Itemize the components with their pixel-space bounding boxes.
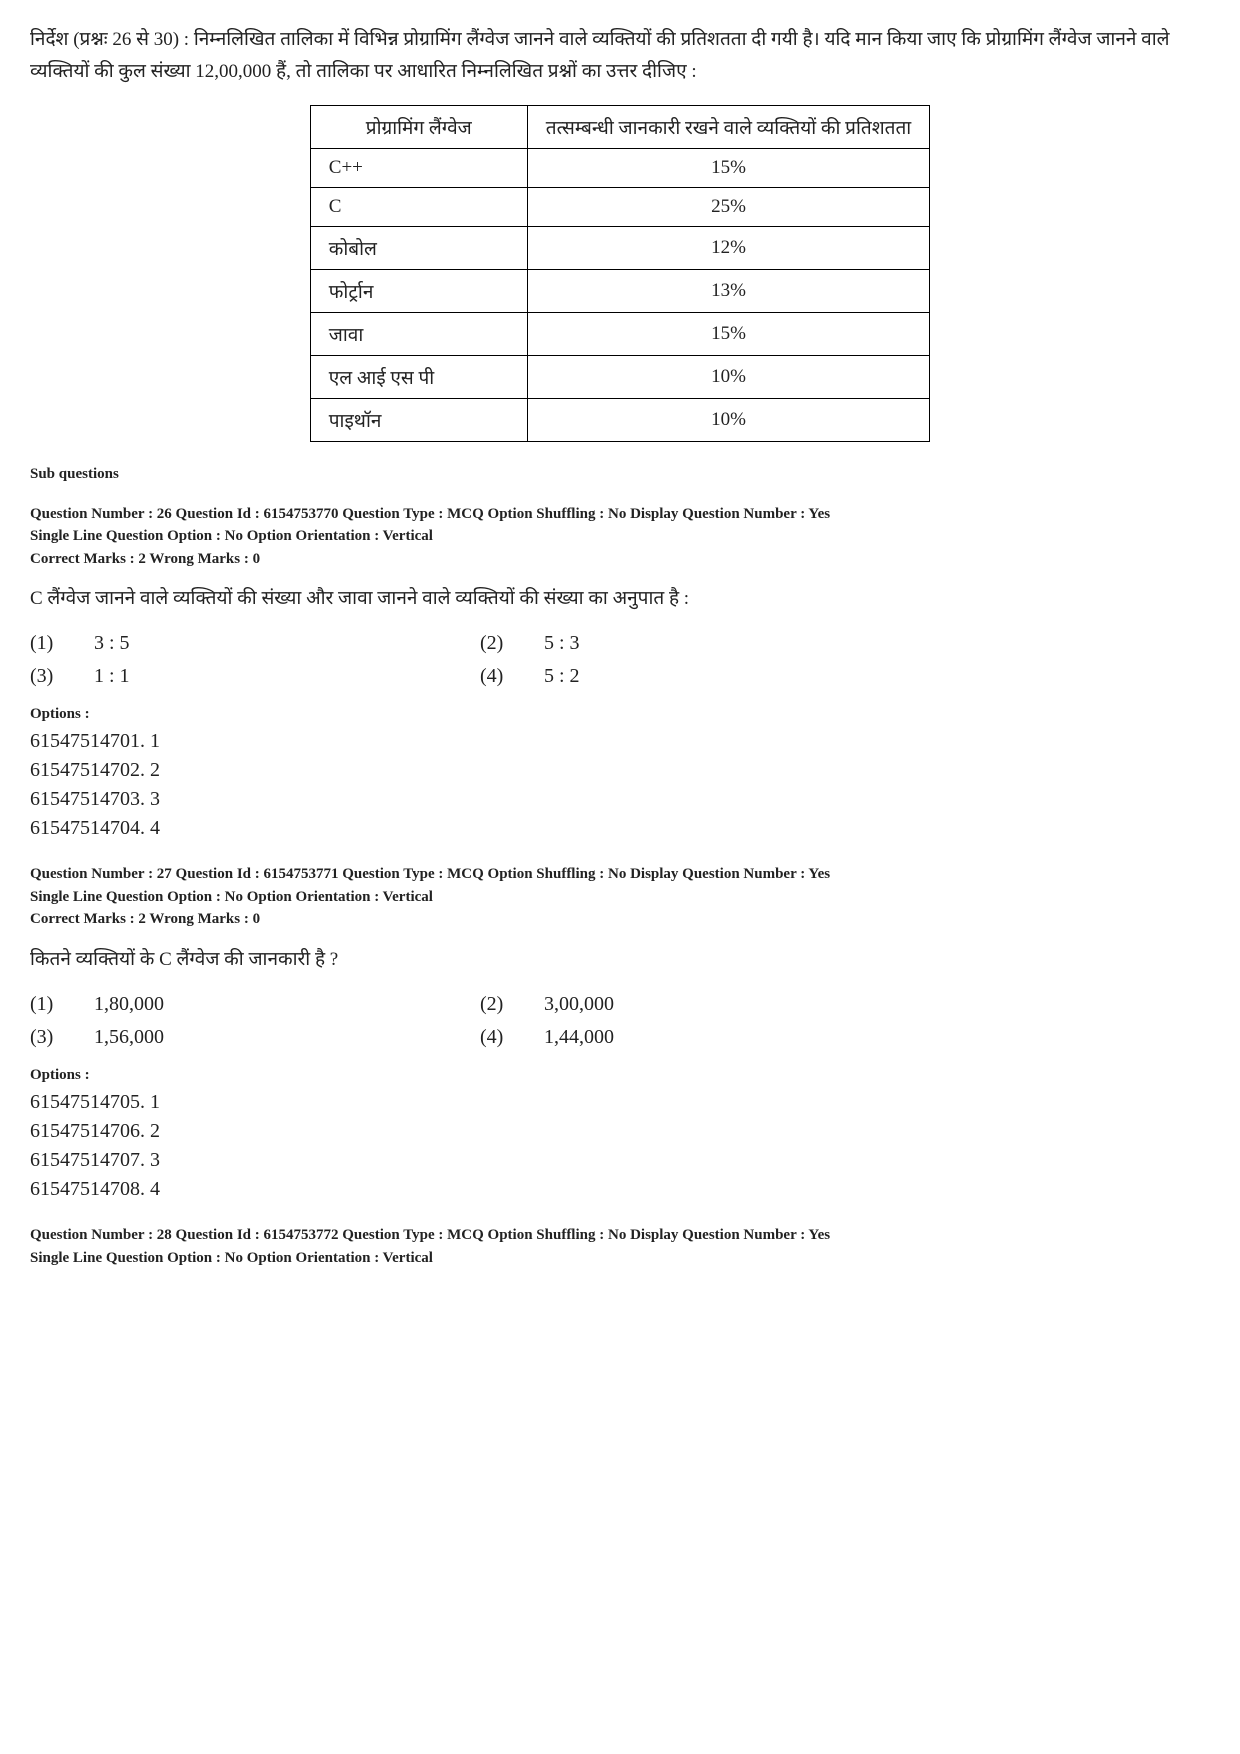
q27-answer-2: (2) 3,00,000 — [480, 993, 930, 1016]
answer-val: 1,80,000 — [94, 993, 164, 1016]
lang-cell: फोर्ट्रान — [310, 269, 527, 312]
lang-cell: जावा — [310, 312, 527, 355]
answer-val: 1,44,000 — [544, 1026, 614, 1049]
q26-meta-line2: Single Line Question Option : No Option … — [30, 528, 433, 544]
lang-cell: C++ — [310, 148, 527, 187]
q26-options-heading: Options : — [30, 706, 1210, 723]
q26-text: C लैंग्वेज जानने वाले व्यक्तियों की संख्… — [30, 584, 1210, 614]
q26-answer-4: (4) 5 : 2 — [480, 665, 930, 688]
q27-option-2[interactable]: 61547514706. 2 — [30, 1117, 1210, 1146]
pct-cell: 15% — [527, 148, 929, 187]
q26-options-list: 61547514701. 1 61547514702. 2 6154751470… — [30, 727, 1210, 843]
q26-answer-3: (3) 1 : 1 — [30, 665, 480, 688]
q26-option-2[interactable]: 61547514702. 2 — [30, 756, 1210, 785]
q26-option-3[interactable]: 61547514703. 3 — [30, 785, 1210, 814]
table-row: C++15% — [310, 148, 929, 187]
q27-answer-3: (3) 1,56,000 — [30, 1026, 480, 1049]
lang-cell: एल आई एस पी — [310, 355, 527, 398]
q27-options-list: 61547514705. 1 61547514706. 2 6154751470… — [30, 1088, 1210, 1204]
pct-cell: 10% — [527, 355, 929, 398]
table-row: C25% — [310, 187, 929, 226]
language-table: प्रोग्रामिंग लैंग्वेज तत्सम्बन्धी जानकार… — [310, 105, 930, 442]
answer-num: (1) — [30, 993, 64, 1016]
table-row: जावा15% — [310, 312, 929, 355]
q27-answer-grid: (1) 1,80,000 (2) 3,00,000 (3) 1,56,000 (4) 1… — [30, 993, 930, 1049]
table-row: फोर्ट्रान13% — [310, 269, 929, 312]
answer-num: (3) — [30, 1026, 64, 1049]
q27-option-3[interactable]: 61547514707. 3 — [30, 1146, 1210, 1175]
q27-meta: Question Number : 27 Question Id : 61547… — [30, 863, 1210, 931]
q27-option-4[interactable]: 61547514708. 4 — [30, 1175, 1210, 1204]
q28-meta-line2: Single Line Question Option : No Option … — [30, 1250, 433, 1266]
answer-num: (4) — [480, 1026, 514, 1049]
instructions-text: निर्देश (प्रश्नः 26 से 30) : निम्नलिखित … — [30, 24, 1210, 89]
answer-val: 5 : 2 — [544, 665, 580, 688]
answer-val: 1,56,000 — [94, 1026, 164, 1049]
q26-meta: Question Number : 26 Question Id : 61547… — [30, 503, 1210, 571]
q26-answer-1: (1) 3 : 5 — [30, 632, 480, 655]
table-row: एल आई एस पी10% — [310, 355, 929, 398]
answer-num: (2) — [480, 993, 514, 1016]
q26-answer-grid: (1) 3 : 5 (2) 5 : 3 (3) 1 : 1 (4) 5 : 2 — [30, 632, 930, 688]
answer-val: 3,00,000 — [544, 993, 614, 1016]
answer-num: (1) — [30, 632, 64, 655]
lang-cell: कोबोल — [310, 226, 527, 269]
table-row: पाइथॉन10% — [310, 398, 929, 441]
q27-text: कितने व्यक्तियों के C लैंग्वेज की जानकार… — [30, 945, 1210, 975]
answer-num: (2) — [480, 632, 514, 655]
answer-num: (3) — [30, 665, 64, 688]
table-header-lang: प्रोग्रामिंग लैंग्वेज — [310, 105, 527, 148]
answer-num: (4) — [480, 665, 514, 688]
answer-val: 1 : 1 — [94, 665, 130, 688]
pct-cell: 25% — [527, 187, 929, 226]
q26-meta-line3: Correct Marks : 2 Wrong Marks : 0 — [30, 551, 260, 567]
q27-answer-1: (1) 1,80,000 — [30, 993, 480, 1016]
q27-option-1[interactable]: 61547514705. 1 — [30, 1088, 1210, 1117]
q28-meta-line1: Question Number : 28 Question Id : 61547… — [30, 1227, 830, 1243]
q27-answer-4: (4) 1,44,000 — [480, 1026, 930, 1049]
q26-option-4[interactable]: 61547514704. 4 — [30, 814, 1210, 843]
pct-cell: 10% — [527, 398, 929, 441]
q26-option-1[interactable]: 61547514701. 1 — [30, 727, 1210, 756]
q26-answer-2: (2) 5 : 3 — [480, 632, 930, 655]
pct-cell: 13% — [527, 269, 929, 312]
pct-cell: 15% — [527, 312, 929, 355]
q27-meta-line2: Single Line Question Option : No Option … — [30, 889, 433, 905]
lang-cell: पाइथॉन — [310, 398, 527, 441]
answer-val: 5 : 3 — [544, 632, 580, 655]
q26-meta-line1: Question Number : 26 Question Id : 61547… — [30, 506, 830, 522]
lang-cell: C — [310, 187, 527, 226]
q27-meta-line1: Question Number : 27 Question Id : 61547… — [30, 866, 830, 882]
q28-meta: Question Number : 28 Question Id : 61547… — [30, 1224, 1210, 1269]
pct-cell: 12% — [527, 226, 929, 269]
q27-meta-line3: Correct Marks : 2 Wrong Marks : 0 — [30, 911, 260, 927]
table-row: कोबोल12% — [310, 226, 929, 269]
q27-options-heading: Options : — [30, 1067, 1210, 1084]
table-header-pct: तत्सम्बन्धी जानकारी रखने वाले व्यक्तियों… — [527, 105, 929, 148]
sub-questions-heading: Sub questions — [30, 466, 1210, 483]
answer-val: 3 : 5 — [94, 632, 130, 655]
